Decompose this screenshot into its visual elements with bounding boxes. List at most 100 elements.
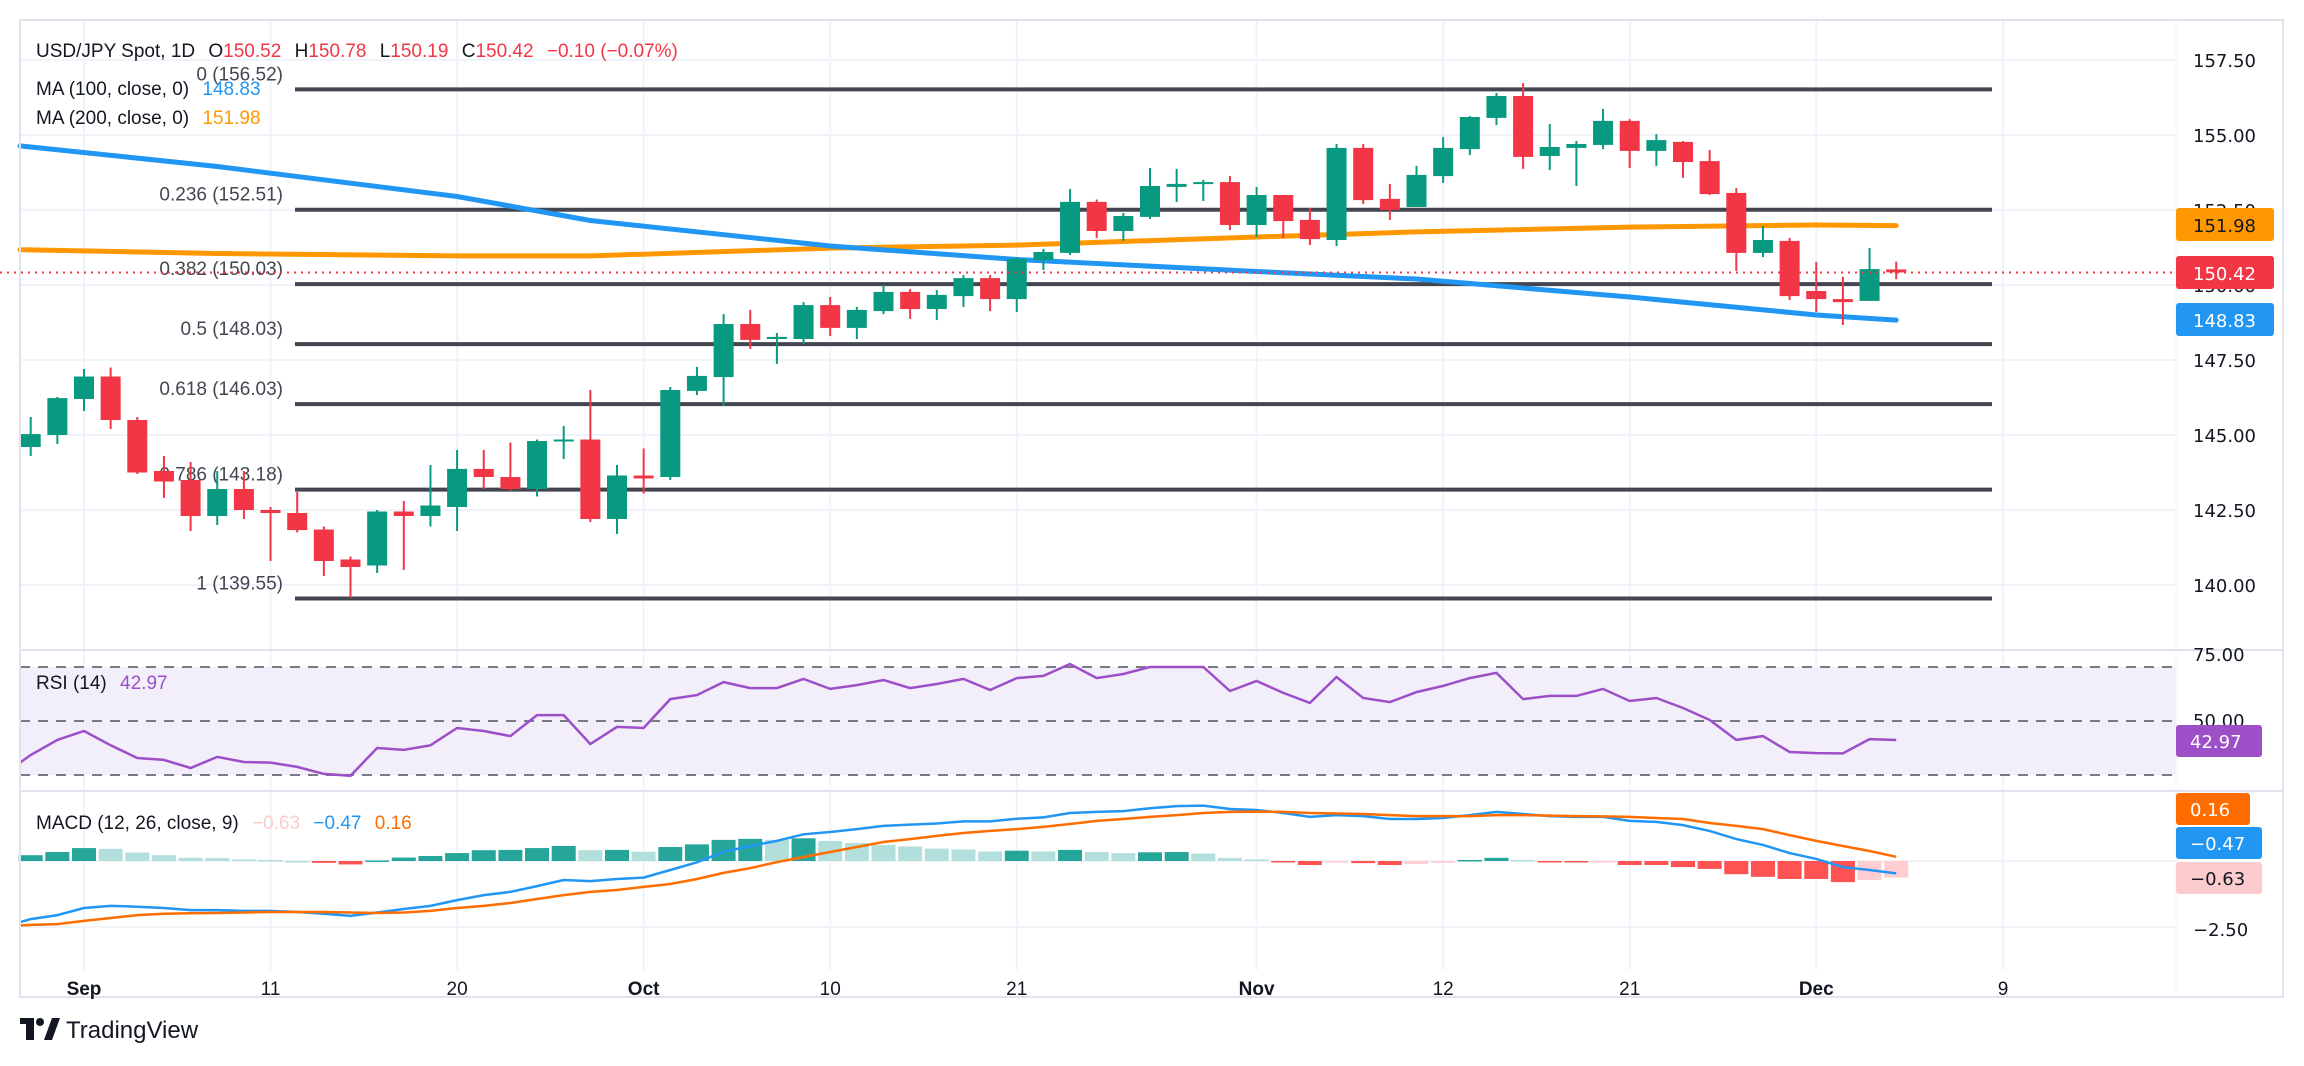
- ma100-legend[interactable]: MA (100, close, 0) 148.83: [36, 79, 261, 100]
- price-axis-tick: 145.00: [2193, 426, 2256, 447]
- fib-retracement[interactable]: 0 (156.52) 0.236 (152.51) 0.382 (150.03) 0.…: [159, 64, 1992, 601]
- candle-body: [1353, 147, 1374, 201]
- rsi-label: RSI (14): [36, 673, 107, 694]
- candle: [1033, 249, 1054, 270]
- change-value: −0.10 (−0.07%): [547, 41, 678, 62]
- candle-body: [233, 489, 254, 510]
- moving-averages: [17, 143, 1899, 323]
- candle: [1539, 123, 1560, 171]
- candle: [153, 456, 174, 498]
- candle: [127, 417, 148, 474]
- candles: [20, 83, 1907, 598]
- candle: [100, 367, 121, 429]
- candle-body: [340, 559, 361, 567]
- fib-level-label: 0 (156.52): [196, 64, 283, 85]
- candle-body: [313, 529, 334, 561]
- macd-signal-badge: 0.16: [2176, 793, 2250, 825]
- candle: [1006, 257, 1027, 312]
- candle: [1086, 199, 1107, 238]
- candle-body: [1060, 201, 1081, 253]
- candle: [447, 450, 468, 531]
- macd-histogram-bar: [1377, 861, 1402, 865]
- candle: [1299, 207, 1320, 246]
- candle: [1273, 195, 1294, 238]
- candle: [260, 507, 281, 561]
- macd-histogram-bar: [1404, 861, 1429, 864]
- candle: [713, 314, 734, 406]
- candle-body: [740, 324, 761, 340]
- candle-body: [953, 278, 974, 297]
- candle-body: [1459, 117, 1480, 150]
- candle-body: [127, 420, 148, 473]
- candle-body: [820, 305, 841, 328]
- macd-histogram-bar: [631, 851, 656, 861]
- fib-level-label: 0.236 (152.51): [159, 185, 283, 206]
- candle-body: [153, 471, 174, 482]
- candle: [926, 290, 947, 321]
- macd-histogram-bar: [1217, 858, 1242, 861]
- macd-histogram-bar: [605, 849, 629, 861]
- candle-body: [1832, 299, 1853, 303]
- macd-histogram-bar: [1724, 861, 1749, 875]
- candle: [740, 309, 761, 349]
- candle-body: [1433, 147, 1454, 177]
- candle: [1673, 141, 1693, 178]
- candle: [660, 387, 681, 480]
- macd-histogram-bar: [205, 858, 230, 861]
- price-axis-tick: 155.00: [2193, 126, 2256, 147]
- candle-body: [473, 468, 494, 477]
- macd-pane: [18, 804, 1909, 927]
- macd-histogram-bar: [285, 861, 310, 863]
- macd-hist-badge: −0.63: [2176, 862, 2262, 894]
- candle: [1326, 144, 1347, 246]
- candle-body: [660, 390, 681, 477]
- candle-body: [766, 336, 787, 339]
- candle-body: [47, 398, 68, 435]
- candle-body: [393, 511, 414, 516]
- ma200-legend[interactable]: MA (200, close, 0) 151.98: [36, 108, 261, 129]
- candle-body: [1699, 161, 1720, 195]
- ma200-badge: 151.98: [2176, 208, 2274, 241]
- candle-body: [1566, 144, 1587, 148]
- candle-body: [420, 505, 441, 516]
- macd-value-badge: −0.47: [2176, 827, 2262, 859]
- candle: [1140, 168, 1160, 219]
- ma100-label: MA (100, close, 0): [36, 79, 189, 100]
- candle-body: [447, 468, 468, 507]
- time-axis-label: Oct: [628, 979, 660, 1000]
- macd-histogram-bar: [151, 855, 176, 861]
- rsi-value: 42.97: [120, 673, 168, 694]
- ma200-line: [17, 222, 1899, 259]
- macd-histogram-bar: [1324, 861, 1349, 863]
- ma200-badge-text: 151.98: [2193, 216, 2256, 237]
- macd-histogram-bar: [1031, 851, 1056, 861]
- candle-body: [1513, 96, 1534, 157]
- candle-body: [1673, 141, 1693, 162]
- macd-histogram-bar: [1750, 861, 1775, 877]
- macd-histogram-bar: [258, 859, 283, 862]
- ma100-value: 148.83: [202, 79, 260, 100]
- candle: [1353, 144, 1374, 204]
- macd-histogram-bar: [418, 855, 443, 861]
- rsi-line: [19, 662, 1897, 778]
- candle: [527, 439, 548, 497]
- candle-body: [180, 480, 201, 516]
- candle: [1646, 134, 1667, 166]
- candle-body: [367, 511, 388, 566]
- candle: [846, 306, 867, 339]
- candle-body: [207, 489, 228, 516]
- time-axis[interactable]: Sep 11 20 Oct 10 21 Nov 12 21 Dec 9: [67, 979, 2009, 1000]
- tradingview-logo[interactable]: TradingView: [20, 1017, 199, 1044]
- rsi-legend[interactable]: RSI (14) 42.97: [36, 673, 168, 694]
- candle: [500, 442, 521, 491]
- candle-body: [793, 305, 814, 339]
- candle: [580, 390, 601, 522]
- macd-legend[interactable]: MACD (12, 26, close, 9) −0.63 −0.47 0.16: [36, 813, 412, 834]
- macd-histogram-bar: [1351, 861, 1376, 864]
- price-axis-tick: 147.50: [2193, 351, 2256, 372]
- candle-body: [1273, 195, 1294, 222]
- candle-body: [1486, 96, 1507, 118]
- candle-body: [527, 441, 548, 489]
- time-axis-label: Sep: [67, 979, 102, 1000]
